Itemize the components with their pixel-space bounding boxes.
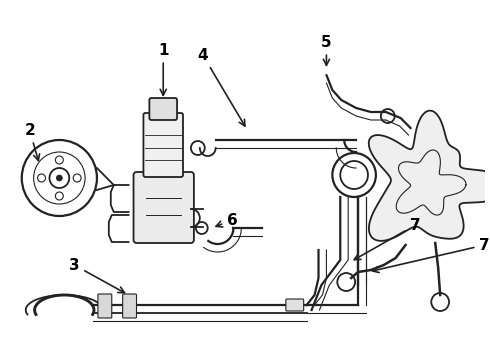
- FancyBboxPatch shape: [144, 113, 183, 177]
- FancyBboxPatch shape: [149, 98, 177, 120]
- Text: 7: 7: [354, 217, 421, 260]
- Text: 4: 4: [197, 48, 245, 126]
- FancyBboxPatch shape: [98, 294, 112, 318]
- FancyBboxPatch shape: [134, 172, 194, 243]
- Text: 1: 1: [158, 42, 169, 95]
- FancyBboxPatch shape: [122, 294, 137, 318]
- FancyBboxPatch shape: [286, 299, 304, 311]
- Text: 2: 2: [24, 122, 40, 161]
- Text: 3: 3: [69, 257, 124, 293]
- Text: 7: 7: [372, 238, 490, 273]
- Text: 5: 5: [321, 35, 332, 66]
- Circle shape: [56, 175, 62, 181]
- Polygon shape: [369, 111, 490, 241]
- Text: 6: 6: [216, 212, 238, 228]
